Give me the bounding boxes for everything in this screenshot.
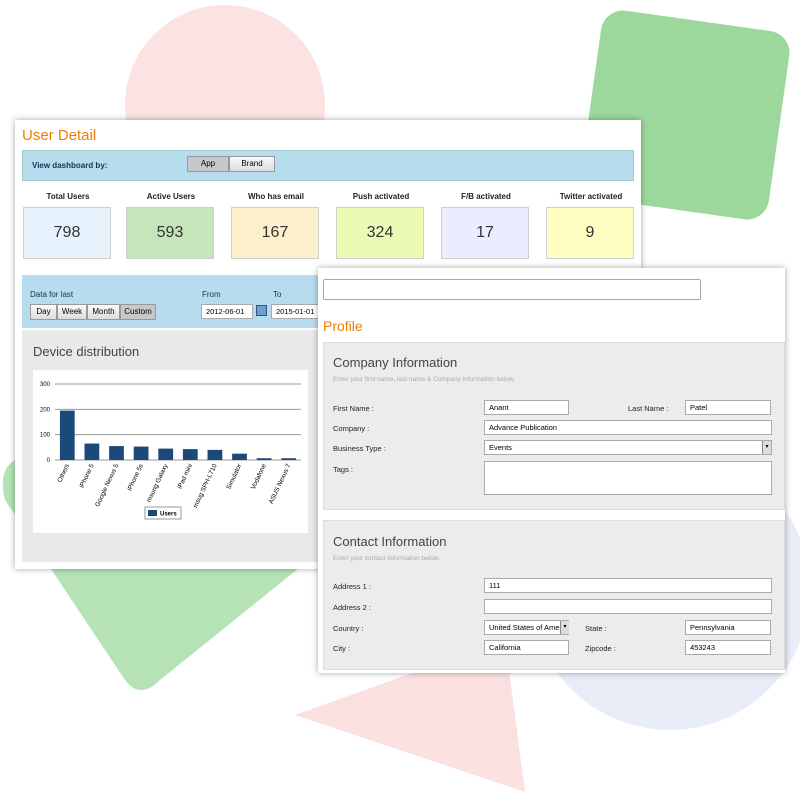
y-tick-label: 0 [47, 458, 51, 464]
stat-label: Twitter activated [559, 192, 623, 201]
filter-bar [22, 275, 322, 328]
field-label: First Name : [333, 404, 374, 413]
tags-input[interactable] [484, 461, 772, 495]
range-button[interactable]: Custom [120, 304, 156, 320]
from-label: From [202, 290, 221, 299]
company-input[interactable]: Advance Publication [484, 420, 772, 435]
view-bar [22, 150, 634, 181]
to-label: To [273, 290, 282, 299]
calendar-icon[interactable] [256, 305, 267, 316]
filter-label: Data for last [30, 290, 74, 299]
stat-label: Total Users [46, 192, 90, 201]
section-hint: Enter your contact information below. [333, 555, 440, 562]
select-arrow[interactable]: ▾ [762, 441, 771, 454]
bar [256, 458, 272, 460]
stat-value: 17 [441, 207, 529, 259]
stat-value: 798 [23, 207, 111, 259]
toggle-app[interactable]: App [187, 156, 229, 172]
legend-swatch [148, 510, 157, 516]
stat-label: Who has email [247, 192, 304, 201]
x-tick-label: ASUS Nexus 7 [268, 463, 293, 506]
first-name-input[interactable]: Anant [484, 400, 569, 415]
y-tick-label: 200 [40, 407, 51, 413]
panel-title: User Detail [22, 127, 97, 144]
toggle-brand[interactable]: Brand [229, 156, 275, 172]
x-tick-label: msung Galaxy [146, 462, 170, 503]
stat-label: Push activated [352, 192, 410, 201]
from-input[interactable]: 2012-06-01 [201, 304, 253, 319]
profile-title: Profile [323, 318, 363, 334]
chart-title: Device distribution [33, 344, 140, 359]
legend-label: Users [160, 512, 177, 518]
bar [207, 449, 223, 460]
section-title: Contact Information [333, 534, 447, 549]
zip-input[interactable]: 453243 [685, 640, 771, 655]
x-tick-label: Others [57, 462, 72, 483]
view-label: View dashboard by: [32, 161, 108, 170]
address2-input[interactable] [484, 599, 772, 614]
y-tick-label: 300 [40, 382, 51, 388]
to-input[interactable]: 2015-01-01 [271, 304, 321, 319]
x-tick-label: Simulator [225, 462, 243, 491]
field-label: State : [585, 624, 607, 633]
bar [59, 410, 75, 460]
x-tick-label: msug SPH-L710 [192, 463, 219, 510]
x-tick-label: Google Nexus 5 [94, 463, 120, 509]
bar [158, 448, 174, 460]
x-tick-label: iPhone 5s [126, 462, 145, 492]
last-name-input[interactable]: Patel [685, 400, 771, 415]
field-label: Last Name : [628, 404, 669, 413]
stat-value: 9 [546, 207, 634, 259]
field-label: Country : [333, 624, 364, 633]
field-label: Tags : [333, 465, 354, 474]
range-button[interactable]: Month [87, 304, 120, 320]
field-label: Company : [333, 424, 370, 433]
bar [109, 446, 124, 460]
field-label: City : [333, 644, 351, 653]
bar [281, 458, 297, 460]
section-hint: Enter your first name, last name & Compa… [333, 376, 516, 383]
field-label: Address 1 : [333, 582, 371, 591]
stat-value: 593 [126, 207, 214, 259]
range-button[interactable]: Day [30, 304, 57, 320]
business-select[interactable]: Events [484, 440, 772, 455]
range-button[interactable]: Week [57, 304, 87, 320]
stat-label: F/B activated [461, 192, 511, 201]
tab-bar [323, 279, 701, 300]
city-input[interactable]: California [484, 640, 569, 655]
field-label: Business Type : [333, 444, 386, 453]
select-arrow[interactable]: ▾ [560, 621, 569, 634]
stat-value: 324 [336, 207, 424, 259]
bar [133, 446, 149, 460]
bar [84, 443, 100, 460]
stat-value: 167 [231, 207, 319, 259]
stat-label: Active Users [146, 192, 196, 201]
x-tick-label: iPad mini [176, 463, 194, 490]
field-label: Address 2 : [333, 603, 371, 612]
pink-triangle [295, 640, 525, 792]
bar [182, 449, 198, 460]
x-tick-label: iPhone 5 [79, 463, 96, 490]
x-tick-label: Vodafone [250, 463, 268, 491]
address1-input[interactable]: 111 [484, 578, 772, 593]
bar [232, 453, 247, 460]
state-input[interactable]: Pennsylvania [685, 620, 771, 635]
y-tick-label: 100 [40, 433, 51, 439]
field-label: Zipcode : [585, 644, 616, 653]
section-title: Company Information [333, 355, 458, 370]
country-select[interactable]: United States of Ame [484, 620, 569, 635]
